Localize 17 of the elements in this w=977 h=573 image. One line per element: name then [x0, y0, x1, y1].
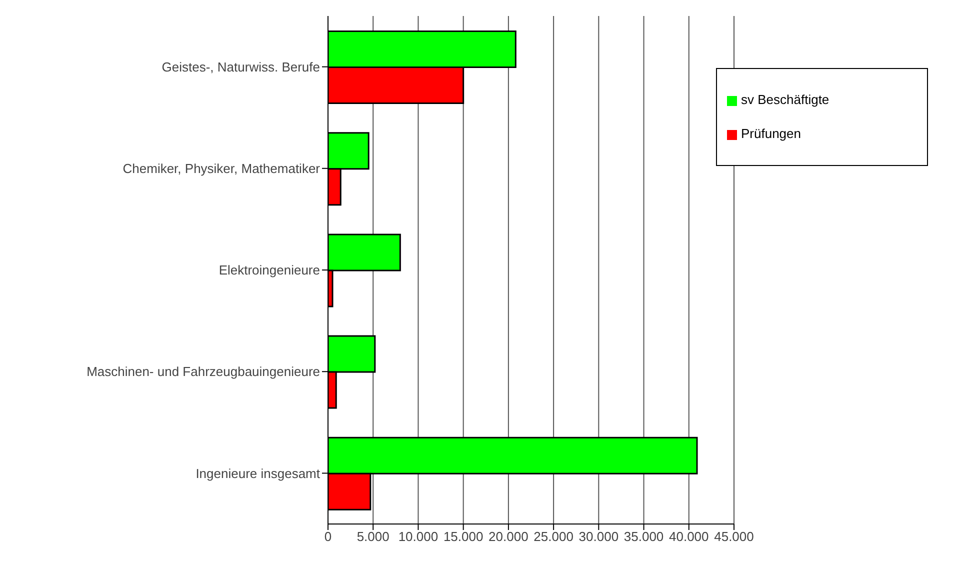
y-tick-label: Ingenieure insgesamt [196, 466, 320, 481]
y-tick-label: Maschinen- und Fahrzeugbauingenieure [86, 364, 320, 380]
x-tick-label: 10.000 [398, 529, 438, 544]
x-tick-label: 15.000 [443, 529, 484, 544]
x-tick-label: 45.000 [714, 529, 754, 544]
y-tick-label: Geistes-, Naturwiss. Berufe [162, 59, 320, 74]
x-tick-label: 20.000 [488, 529, 528, 544]
x-tick-label: 0 [324, 529, 332, 544]
legend-label: Prüfungen [741, 126, 801, 141]
x-tick-label: 35.000 [624, 529, 664, 544]
y-tick-label: Elektroingenieure [218, 262, 320, 278]
x-tick-label: 40.000 [669, 529, 709, 544]
x-tick-label: 5.000 [356, 529, 390, 544]
x-tick-label: 30.000 [578, 529, 619, 544]
legend-label: sv Beschäftigte [741, 92, 830, 107]
x-tick-label: 25.000 [534, 529, 574, 544]
y-tick-label: Chemiker, Physiker, Mathematiker [122, 161, 321, 176]
